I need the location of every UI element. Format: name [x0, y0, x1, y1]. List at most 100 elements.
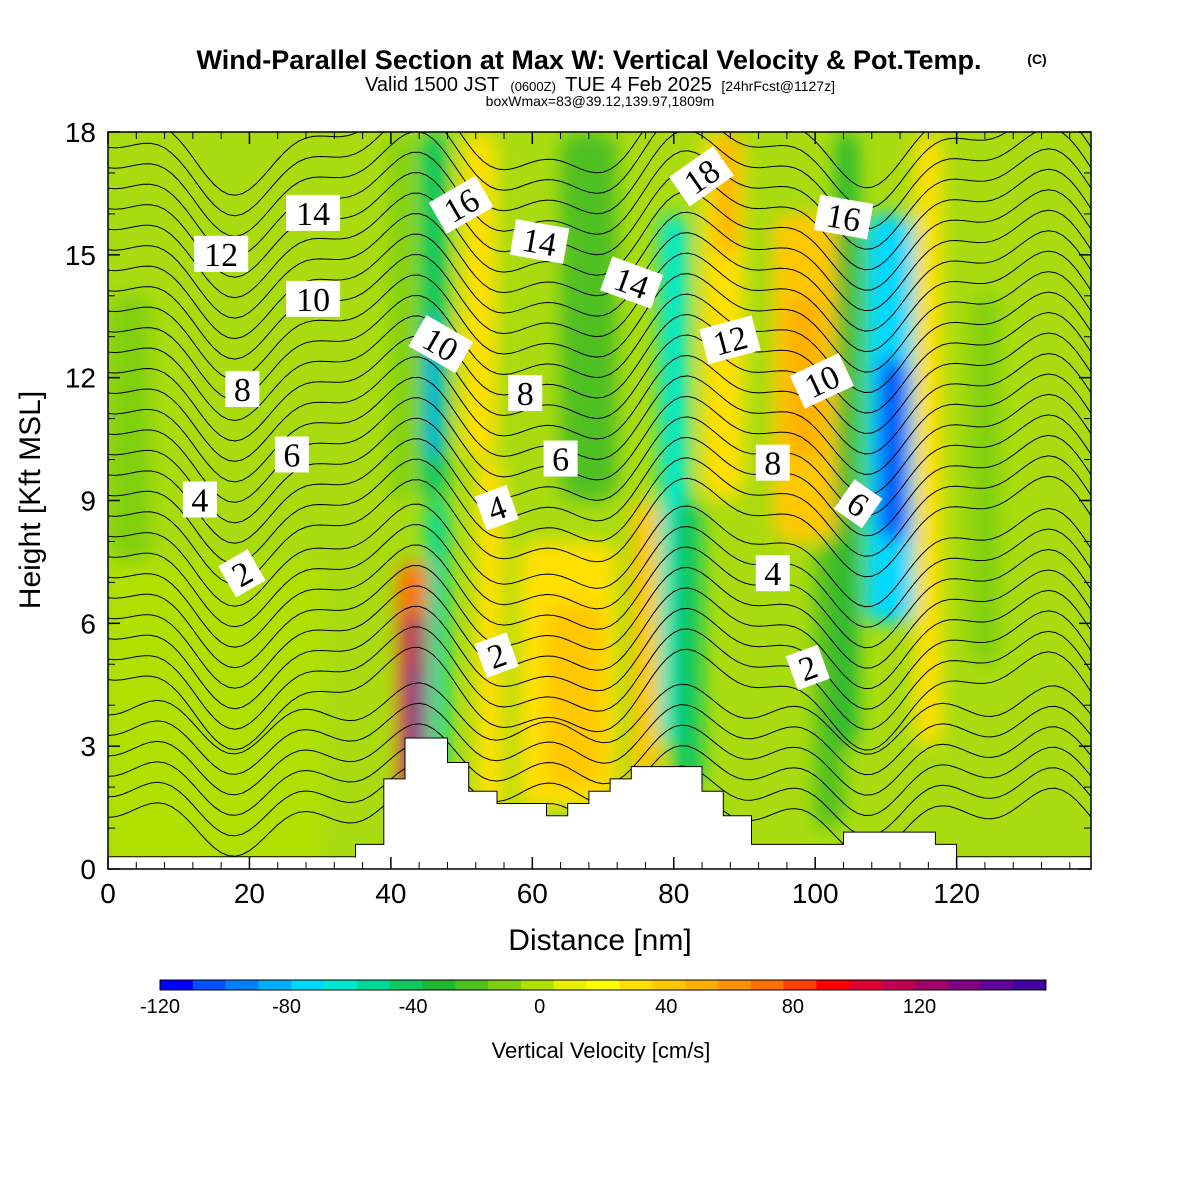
- velocity-region: [914, 132, 943, 747]
- isentrope-line: [108, 503, 1091, 608]
- contour-label-text: 8: [517, 376, 534, 413]
- x-axis-label: Distance [nm]: [508, 924, 691, 957]
- isentrope-line: [108, 271, 1091, 381]
- x-tick-label: 0: [100, 878, 116, 909]
- velocity-region: [108, 295, 151, 562]
- x-tick-label: 100: [792, 878, 839, 909]
- colorbar-tick-label: 80: [782, 996, 804, 1018]
- isentrope-line: [108, 393, 1091, 503]
- isentrope-line: [108, 209, 1091, 319]
- contour-label: 4: [474, 485, 519, 531]
- subtitle-valid: Valid 1500 JST: [365, 74, 499, 96]
- velocity-region: [673, 500, 703, 788]
- colorbar-swatch: [324, 980, 358, 990]
- isentrope-line: [108, 524, 1091, 628]
- isentrope-line: [108, 585, 1091, 690]
- velocity-region: [878, 357, 908, 542]
- colorbar-tick-label: -120: [140, 996, 180, 1018]
- velocity-region: [716, 132, 738, 255]
- contour-label-text: 12: [204, 237, 238, 274]
- isentrope-line: [169, 132, 926, 196]
- colorbar-swatch: [356, 980, 391, 990]
- contour-label: 6: [274, 436, 309, 474]
- colorbar-swatch: [947, 980, 981, 990]
- colorbar-frame: [159, 979, 1047, 991]
- colorbar-swatch: [389, 980, 423, 990]
- colorbar-swatch: [160, 980, 194, 990]
- contour-label: 14: [509, 219, 570, 264]
- contour-label: 4: [755, 555, 790, 593]
- contour-label-text: 16: [823, 197, 863, 239]
- contour-label: 14: [286, 194, 341, 233]
- isentrope-line: [108, 646, 1091, 751]
- colorbar-tick-label: 120: [903, 996, 936, 1018]
- colorbar-swatch: [520, 980, 555, 990]
- isentrope-line: [108, 702, 1091, 776]
- isentrope-line: [108, 455, 1091, 565]
- contour-label: 16: [813, 194, 874, 240]
- colorbar-swatch: [783, 980, 817, 990]
- y-tick-label: 18: [65, 117, 96, 148]
- isentrope-line: [108, 682, 1091, 755]
- colorbar-swatch: [750, 980, 784, 990]
- isentrope-line: [108, 250, 1091, 360]
- subtitle-fcst: [24hrFcst@1127z]: [721, 78, 835, 94]
- colorbar-swatch: [980, 980, 1014, 990]
- y-tick-label: 3: [80, 731, 96, 762]
- isentrope-line: [108, 414, 1091, 524]
- contour-label: 10: [286, 280, 341, 319]
- colorbar-swatch: [849, 980, 883, 990]
- x-tick-label: 60: [517, 878, 548, 909]
- isentrope-line: [108, 168, 1091, 278]
- isentrope-line: [108, 189, 1091, 299]
- contour-label-text: 8: [764, 446, 781, 483]
- colorbar-swatch: [488, 980, 522, 990]
- chart-subtitle-2: boxWmax=83@39.12,139.97,1809m: [486, 93, 715, 109]
- contour-label: 8: [508, 375, 543, 413]
- isentrope-line: [108, 544, 1091, 649]
- contour-label: 6: [543, 440, 578, 479]
- y-tick-label: 15: [65, 240, 96, 271]
- y-tick-label: 6: [80, 608, 96, 639]
- x-tick-label: 120: [933, 878, 980, 909]
- contour-label-text: 10: [296, 282, 330, 319]
- velocity-region: [836, 132, 858, 747]
- colorbar-tick-label: 40: [655, 996, 677, 1018]
- colorbar-swatch: [586, 980, 620, 990]
- x-tick-label: 20: [234, 878, 265, 909]
- velocity-region: [560, 132, 618, 501]
- velocity-region: [631, 500, 660, 788]
- colorbar-swatch: [455, 980, 489, 990]
- colorbar-swatch: [717, 980, 752, 990]
- y-tick-label: 9: [80, 486, 96, 517]
- contour-label-text: 6: [283, 437, 300, 474]
- potential-temperature-contours: [108, 132, 1091, 858]
- colorbar-swatch: [914, 980, 948, 990]
- y-axis: 0 3 6 9 12 15 18: [65, 117, 1091, 885]
- colorbar-swatch: [422, 980, 456, 990]
- contour-label-text: 4: [191, 483, 208, 520]
- colorbar-swatch: [225, 980, 259, 990]
- chart-subtitle: Valid 1500 JST (0600Z) TUE 4 Feb 2025 [2…: [365, 74, 835, 96]
- isentrope-line: [108, 626, 1091, 731]
- contour-label: 2: [218, 549, 266, 598]
- subtitle-utc: (0600Z): [510, 79, 556, 94]
- x-tick-label: 80: [658, 878, 689, 909]
- subtitle-date: TUE 4 Feb 2025: [565, 74, 712, 96]
- chart-title-mark: (C): [1027, 51, 1046, 67]
- colorbar-tick-label: -80: [272, 996, 301, 1018]
- colorbar-swatch: [258, 980, 292, 990]
- contour-label-text: 14: [296, 196, 330, 233]
- velocity-region: [970, 295, 1000, 665]
- isentrope-line: [108, 230, 1091, 340]
- isentrope-line: [108, 311, 1091, 422]
- colorbar-swatch: [619, 980, 653, 990]
- colorbar-swatch: [652, 980, 686, 990]
- contour-label-text: 8: [234, 372, 251, 409]
- colorbar-swatch: [192, 980, 227, 990]
- contour-label: 2: [474, 632, 519, 678]
- contour-label: 8: [755, 444, 790, 483]
